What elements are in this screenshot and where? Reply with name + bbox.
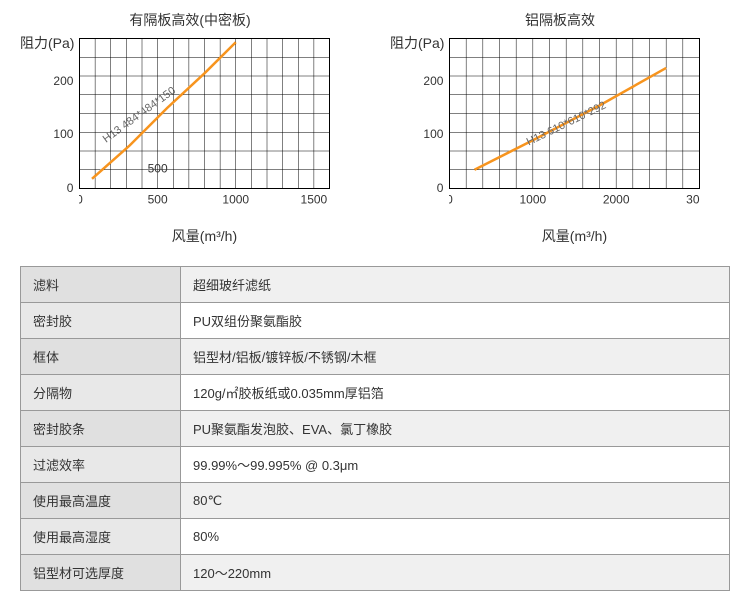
charts-row: 有隔板高效(中密板) 阻力(Pa) 0100200H13 484*484*150… xyxy=(20,10,730,246)
table-row: 使用最高温度 80℃ xyxy=(21,483,730,519)
spec-label: 使用最高湿度 xyxy=(21,519,181,555)
table-row: 过滤效率 99.99%～99.995% @ 0.3μm xyxy=(21,447,730,483)
svg-text:500: 500 xyxy=(148,193,168,207)
spec-label: 密封胶条 xyxy=(21,411,181,447)
svg-text:0: 0 xyxy=(79,193,83,207)
y-axis-label: 阻力(Pa) xyxy=(390,33,444,53)
spec-value: PU双组份聚氨酯胶 xyxy=(181,303,730,339)
table-row: 框体 铝型材/铝板/镀锌板/不锈钢/木框 xyxy=(21,339,730,375)
spec-value: PU聚氨酯发泡胶、EVA、氯丁橡胶 xyxy=(181,411,730,447)
spec-value: 120～220mm xyxy=(181,555,730,591)
spec-value: 99.99%～99.995% @ 0.3μm xyxy=(181,447,730,483)
spec-label: 铝型材可选厚度 xyxy=(21,555,181,591)
table-row: 铝型材可选厚度 120～220mm xyxy=(21,555,730,591)
spec-value: 80℃ xyxy=(181,483,730,519)
chart: 铝隔板高效 阻力(Pa) 0100200H13 610*610*29201000… xyxy=(390,10,730,246)
spec-label: 使用最高温度 xyxy=(21,483,181,519)
spec-value: 铝型材/铝板/镀锌板/不锈钢/木框 xyxy=(181,339,730,375)
spec-label: 密封胶 xyxy=(21,303,181,339)
x-axis-label: 风量(m³/h) xyxy=(79,226,329,246)
svg-text:1000: 1000 xyxy=(223,193,250,207)
spec-label: 框体 xyxy=(21,339,181,375)
spec-value: 120g/㎡胶板纸或0.035mm厚铝箔 xyxy=(181,375,730,411)
svg-text:3000: 3000 xyxy=(687,193,701,207)
svg-text:0: 0 xyxy=(449,193,453,207)
spec-label: 滤料 xyxy=(21,267,181,303)
spec-value: 80% xyxy=(181,519,730,555)
table-row: 滤料 超细玻纤滤纸 xyxy=(21,267,730,303)
table-row: 密封胶 PU双组份聚氨酯胶 xyxy=(21,303,730,339)
chart-title: 有隔板高效(中密板) xyxy=(20,10,360,30)
svg-text:1000: 1000 xyxy=(520,193,547,207)
x-axis-label: 风量(m³/h) xyxy=(449,226,699,246)
chart: 有隔板高效(中密板) 阻力(Pa) 0100200H13 484*484*150… xyxy=(20,10,360,246)
chart-title: 铝隔板高效 xyxy=(390,10,730,30)
svg-text:2000: 2000 xyxy=(603,193,630,207)
table-row: 密封胶条 PU聚氨酯发泡胶、EVA、氯丁橡胶 xyxy=(21,411,730,447)
svg-text:500: 500 xyxy=(148,161,168,175)
y-axis-label: 阻力(Pa) xyxy=(20,33,74,53)
svg-text:1500: 1500 xyxy=(301,193,328,207)
table-row: 分隔物 120g/㎡胶板纸或0.035mm厚铝箔 xyxy=(21,375,730,411)
spec-table: 滤料 超细玻纤滤纸 密封胶 PU双组份聚氨酯胶 框体 铝型材/铝板/镀锌板/不锈… xyxy=(20,266,730,591)
spec-label: 过滤效率 xyxy=(21,447,181,483)
spec-value: 超细玻纤滤纸 xyxy=(181,267,730,303)
table-row: 使用最高湿度 80% xyxy=(21,519,730,555)
spec-label: 分隔物 xyxy=(21,375,181,411)
